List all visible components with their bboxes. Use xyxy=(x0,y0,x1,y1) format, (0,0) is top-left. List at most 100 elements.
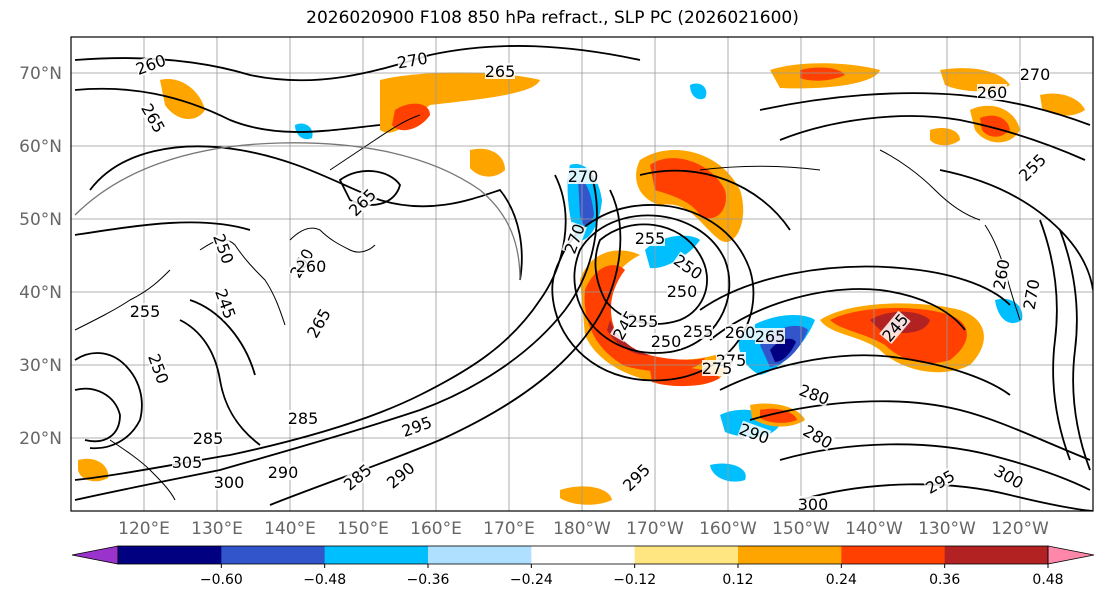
contour-label: 290 xyxy=(383,458,419,492)
contour-label: 265 xyxy=(137,100,169,136)
contour-label: 295 xyxy=(619,460,654,495)
contour-label-bg xyxy=(651,333,681,349)
lat-label: 30°N xyxy=(19,356,62,376)
contour-label-bg xyxy=(399,413,434,439)
colorbar-tick-label: −0.60 xyxy=(200,572,243,588)
contour-label: 280 xyxy=(800,421,836,453)
contour-labels: 2602652702652702602552652602502452552502… xyxy=(130,49,1051,514)
contour-label-bg xyxy=(296,258,326,274)
contour-label: 300 xyxy=(991,461,1027,493)
lon-label: 170°W xyxy=(626,519,684,539)
anomaly-patch xyxy=(760,408,797,423)
colorbar-segment xyxy=(428,546,532,564)
lat-label: 60°N xyxy=(19,137,62,157)
contour-label-bg xyxy=(213,286,239,321)
colorbar-tick-label: 0.36 xyxy=(929,572,960,588)
anomaly-patch xyxy=(995,298,1023,324)
contour-label-bg xyxy=(702,360,732,376)
colorbar-extension-left xyxy=(71,545,119,565)
contour-label-bg xyxy=(133,51,168,77)
contour-label-bg xyxy=(561,221,587,256)
contour-label-bg xyxy=(146,351,172,386)
contour-label-bg xyxy=(683,323,713,339)
anomaly-patch xyxy=(1040,93,1085,116)
contour-label-bg xyxy=(130,303,160,319)
colorbar-segment xyxy=(634,546,739,564)
colorbar-tick-label: 0.24 xyxy=(826,572,857,588)
colorbar-tick-label: 0.48 xyxy=(1032,572,1063,588)
lat-label: 40°N xyxy=(19,283,62,303)
contour-label: 260 xyxy=(725,323,756,342)
great-circle-arc xyxy=(74,142,521,281)
contour-label-bg xyxy=(1020,278,1042,311)
contour-label-bg xyxy=(1020,66,1050,82)
contour-label: 295 xyxy=(399,413,434,441)
colorbar-tick-label: −0.12 xyxy=(613,572,656,588)
contour-label-bg xyxy=(1015,150,1049,184)
contour-label: 260 xyxy=(977,83,1008,102)
anomaly-patch xyxy=(980,115,1010,137)
lon-label: 120°E xyxy=(118,519,170,539)
contour-label-bg xyxy=(801,422,835,451)
contour-label: 250 xyxy=(667,282,698,301)
lon-label: 160°E xyxy=(410,519,462,539)
contour-label: 305 xyxy=(172,453,203,472)
contour-label: 285 xyxy=(340,460,376,494)
lon-label: 150°W xyxy=(772,519,830,539)
contour-label-bg xyxy=(798,496,828,512)
contour-label: 250 xyxy=(144,351,172,386)
anomaly-patch xyxy=(78,458,109,482)
contour-label: 250 xyxy=(651,332,682,351)
contour-label-bg xyxy=(172,454,202,470)
contour-label: 270 xyxy=(1020,65,1051,84)
contour-label: 265 xyxy=(345,185,380,220)
anomaly-patch xyxy=(160,79,205,120)
contour-label: 300 xyxy=(798,495,829,514)
lon-label: 160°W xyxy=(699,519,757,539)
contour-label-bg xyxy=(990,258,1012,291)
colorbar-segment xyxy=(531,546,636,564)
contour-label: 285 xyxy=(288,409,319,428)
contour-label-bg xyxy=(383,459,418,491)
contour-label: 250 xyxy=(209,231,237,266)
contour-label-bg xyxy=(340,461,375,493)
contour-label-bg xyxy=(619,460,653,494)
contour-label: 255 xyxy=(683,322,714,341)
contour-label-bg xyxy=(396,49,429,71)
colorbar-segment xyxy=(944,546,1049,564)
contour-label: 260 xyxy=(990,258,1014,291)
colorbar-segment xyxy=(221,546,326,564)
contour-label-bg xyxy=(755,328,785,344)
lon-label: 140°E xyxy=(264,519,316,539)
map-title: 2026020900 F108 850 hPa refract., SLP PC… xyxy=(306,8,799,28)
contour-label: 255 xyxy=(130,302,161,321)
contour-label: 285 xyxy=(193,429,224,448)
contour-label: 260 xyxy=(133,51,168,79)
contour-label-bg xyxy=(568,168,598,184)
contour-label: 270 xyxy=(396,49,429,73)
colorbar-frame xyxy=(117,545,1049,565)
colorbar: −0.60 −0.48 −0.36 −0.24 −0.12 0.12 0.24 0.36 0.4… xyxy=(71,545,1095,588)
map-frame xyxy=(70,36,1094,512)
colorbar-segment xyxy=(118,546,222,564)
contour-label: 275 xyxy=(702,359,733,378)
colorbar-tick-label: −0.24 xyxy=(510,572,553,588)
contour-label-bg xyxy=(977,84,1007,100)
colorbar-segment xyxy=(738,546,842,564)
contour-label-bg xyxy=(992,462,1026,491)
contour-label-bg xyxy=(737,420,772,446)
anomaly-patch xyxy=(470,148,505,177)
anomaly-patch xyxy=(380,72,540,133)
colorbar-tick-label: −0.48 xyxy=(303,572,346,588)
colorbar-tick-label: −0.36 xyxy=(407,572,450,588)
anomaly-patch xyxy=(650,158,726,219)
lon-label: 180°W xyxy=(553,519,611,539)
lat-label: 20°N xyxy=(19,429,62,449)
contour-label: 270 xyxy=(1020,278,1044,311)
anomaly-patch xyxy=(800,67,845,81)
contour-label-bg xyxy=(923,467,957,496)
contour-label: 265 xyxy=(303,305,335,341)
contour-label-bg xyxy=(725,324,755,340)
lon-label: 130°E xyxy=(191,519,243,539)
